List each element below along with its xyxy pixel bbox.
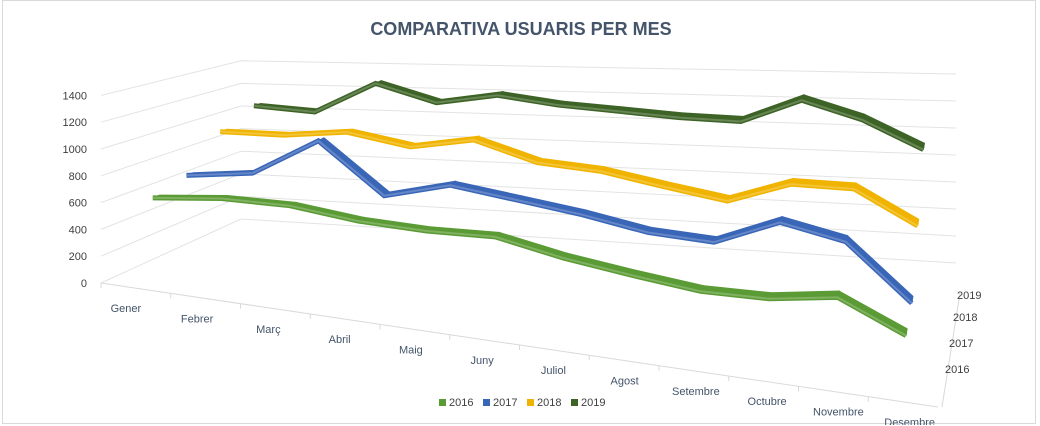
y-tick-label: 200	[69, 251, 87, 263]
x-tick-label: Agost	[611, 376, 639, 388]
gridline-0	[100, 218, 957, 284]
x-tick-label: Novembre	[813, 407, 864, 419]
y-tick-label: 600	[69, 198, 87, 210]
chart-title: COMPARATIVA USUARIS PER MES	[370, 19, 671, 39]
series-highlight	[220, 130, 919, 227]
gridline-600	[100, 150, 957, 204]
legend-label: 2017	[493, 397, 517, 409]
x-tick-label: Octubre	[748, 396, 787, 408]
y-tick-label: 800	[69, 171, 87, 183]
series-2019	[253, 80, 926, 152]
gridline-1400	[100, 60, 957, 96]
y-tick-label: 1400	[63, 90, 87, 102]
depth-label: 2018	[953, 312, 977, 324]
x-tick-label: Gener	[111, 303, 142, 315]
legend-label: 2016	[449, 397, 473, 409]
legend-swatch-2018	[527, 399, 534, 406]
chart-svg: COMPARATIVA USUARIS PER MES 0 200 400 600 80…	[63, 19, 982, 425]
y-tick-label: 1200	[63, 117, 87, 129]
x-tick-label: Abril	[329, 334, 351, 346]
legend: 2016 2017 2018 2019	[439, 397, 605, 409]
y-tick-label: 0	[81, 278, 87, 290]
x-tick-label: Setembre	[672, 386, 720, 398]
series-highlight	[152, 196, 907, 337]
series-line	[220, 129, 919, 229]
series-group	[152, 80, 926, 338]
series-2016	[152, 194, 908, 338]
x-tick-label: Juny	[471, 355, 495, 367]
depth-axis-line	[941, 292, 961, 408]
axes: 0 200 400 600 800 1000 1200 1400 Gener Febrer Març…	[63, 90, 982, 425]
depth-label: 2019	[957, 290, 981, 302]
legend-swatch-2017	[483, 399, 490, 406]
y-tick-label: 1000	[63, 144, 87, 156]
x-tick-label: Febrer	[181, 314, 214, 326]
x-tick-label: Maig	[399, 345, 423, 357]
series-line	[253, 80, 925, 152]
legend-label: 2019	[581, 397, 605, 409]
gridline-800	[100, 128, 957, 177]
depth-label: 2017	[949, 338, 973, 350]
y-tick-label: 400	[69, 224, 87, 236]
series-highlight	[186, 139, 913, 304]
depth-label: 2016	[945, 364, 969, 376]
series-2018	[220, 128, 920, 229]
x-tick-label: Juliol	[541, 365, 566, 377]
gridline-1200	[100, 82, 957, 123]
x-tick-label: Març	[256, 324, 281, 336]
legend-swatch-2016	[439, 399, 446, 406]
gridline-1000	[100, 105, 957, 150]
series-highlight	[253, 82, 924, 151]
legend-swatch-2019	[571, 399, 578, 406]
legend-label: 2018	[537, 397, 561, 409]
series-2017	[186, 137, 914, 305]
series-line	[186, 137, 914, 305]
series-line	[152, 195, 908, 338]
x-tick-label: Desembre	[884, 417, 935, 425]
